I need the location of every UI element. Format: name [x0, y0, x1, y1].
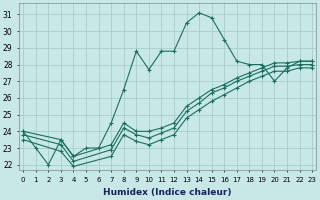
- X-axis label: Humidex (Indice chaleur): Humidex (Indice chaleur): [103, 188, 232, 197]
